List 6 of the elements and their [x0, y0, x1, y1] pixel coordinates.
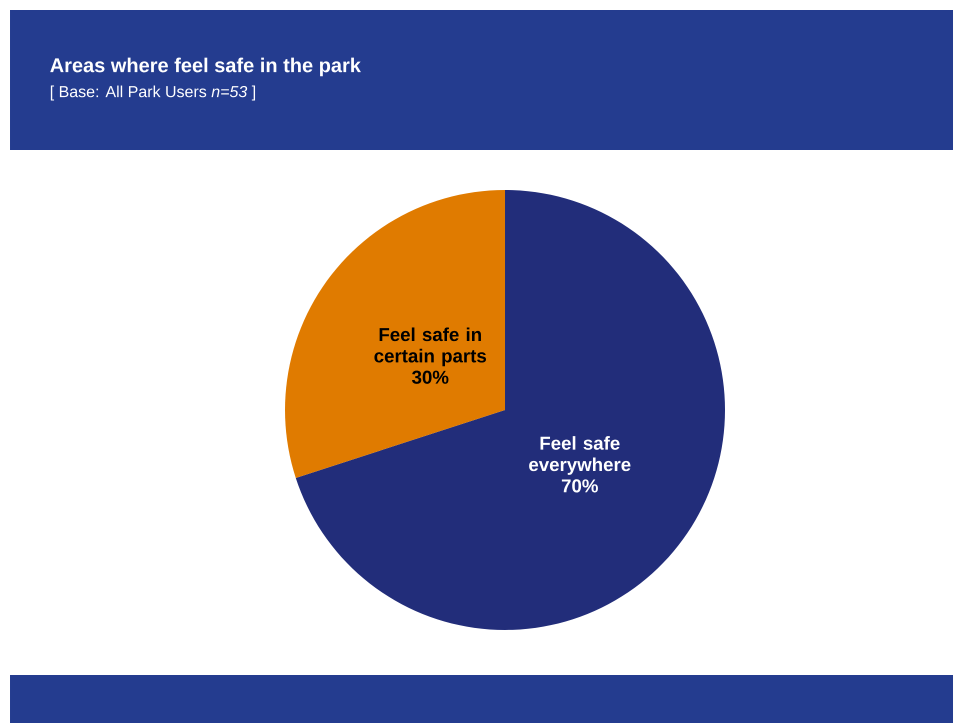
- data-label: 30%: [412, 370, 448, 384]
- chart-title: Areas where feel safe in the park: [50, 58, 361, 76]
- slice-label: Feel safe in certain parts: [374, 327, 486, 366]
- text: [ Base: All Park Users n=53 ]: [50, 86, 256, 100]
- data-label: 70%: [562, 479, 598, 492]
- slice-label: Feel safe everywhere: [529, 436, 630, 475]
